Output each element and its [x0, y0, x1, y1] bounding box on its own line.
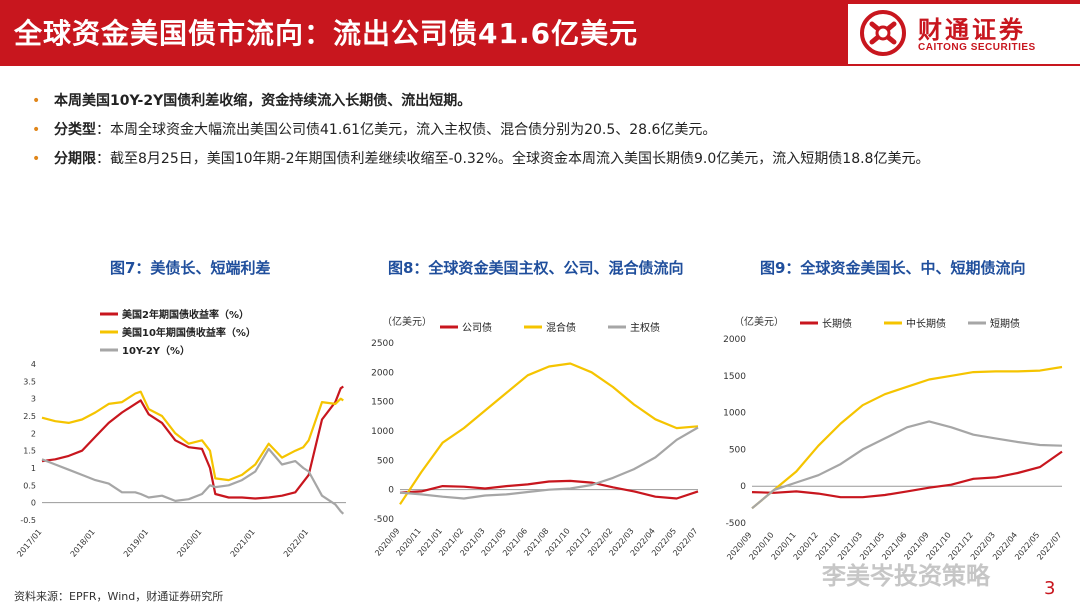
series-line-主权债 [399, 426, 699, 500]
chart-title-fig8: 图8：全球资金美国主权、公司、混合债流向 [388, 259, 684, 277]
bullet-item: • 分期限：截至8月25日，美国10年期-2年期国债利差继续收缩至-0.32%。… [30, 148, 1050, 177]
y-tick-label: 1000 [371, 427, 394, 437]
y-tick-label: 2.5 [23, 412, 36, 421]
header-bar: 全球资金美国债市流向：流出公司债41.6亿美元 财通证券 CAITONG SEC… [0, 0, 1080, 66]
legend-label: 短期债 [990, 317, 1020, 330]
page-title: 全球资金美国债市流向：流出公司债41.6亿美元 [14, 17, 639, 50]
y-tick-label: 0 [31, 499, 36, 508]
chart-title-fig7: 图7：美债长、短端利差 [110, 259, 271, 277]
unit-label: （亿美元） [734, 315, 784, 328]
legend-label: 主权债 [630, 321, 660, 334]
x-tick-label: 2021/01 [229, 528, 257, 559]
y-tick-label: 2000 [723, 335, 746, 345]
series-line-美国10年期国债收益率（%） [41, 390, 344, 482]
y-tick-label: 3 [31, 395, 36, 404]
logo: 财通证券 CAITONG SECURITIES [848, 4, 1080, 64]
y-tick-label: 1500 [371, 398, 394, 408]
legend-label: 长期债 [822, 317, 852, 330]
chart-fig7: -0.5 0 0.5 1 1.5 2 2.5 3 3.5 4 2017/01 2018/01 2019/… [15, 308, 346, 559]
bullet-dot: • [32, 122, 41, 138]
bullet-item: • 本周美国10Y-2Y国债利差收缩，资金持续流入长期债、流出短期。 [30, 90, 1050, 119]
y-tick-label: 1000 [723, 409, 746, 419]
bullet-dot: • [32, 93, 41, 109]
y-tick-label: 0 [388, 486, 394, 496]
y-tick-label: 2 [31, 429, 36, 438]
legend-label: 混合债 [546, 321, 576, 334]
y-tick-label: 500 [377, 456, 394, 466]
logo-text-en: CAITONG SECURITIES [918, 42, 1036, 53]
legend-label: 中长期债 [906, 317, 946, 330]
x-tick-label: 2019/01 [122, 528, 150, 559]
y-tick-label: -0.5 [20, 516, 36, 525]
bullet-dot: • [32, 151, 41, 167]
legend-label: 公司债 [462, 321, 492, 334]
chart-title-fig9: 图9：全球资金美国长、中、短期债流向 [760, 259, 1026, 277]
bullet-bold: 分类型 [54, 122, 96, 138]
bullet-text: ：本周全球资金大幅流出美国公司债41.61亿美元，流入主权债、混合债分别为20.… [96, 122, 717, 138]
logo-text-cn: 财通证券 [918, 16, 1026, 44]
y-tick-label: 2000 [371, 368, 394, 378]
y-tick-label: 0.5 [23, 481, 36, 490]
bullet-list: • 本周美国10Y-2Y国债利差收缩，资金持续流入长期债、流出短期。 • 分类型… [30, 90, 1050, 177]
x-tick-label: 2022/01 [282, 528, 310, 559]
y-tick-label: 3.5 [23, 377, 36, 386]
y-tick-label: -500 [726, 519, 747, 529]
legend-label: 10Y-2Y（%） [122, 344, 190, 357]
y-tick-label: -500 [374, 515, 395, 525]
series-line-中长期债 [751, 365, 1063, 510]
y-tick-label: 4 [31, 360, 36, 369]
unit-label: （亿美元） [382, 315, 432, 328]
bullet-text: ：截至8月25日，美国10年期-2年期国债利差继续收缩至-0.32%。全球资金本… [96, 151, 930, 167]
y-tick-label: 1 [31, 464, 36, 473]
series-line-长期债 [751, 450, 1063, 499]
watermark: 李美岑投资策略 [822, 562, 990, 590]
y-tick-label: 2500 [371, 339, 394, 349]
series-line-混合债 [399, 362, 699, 505]
y-tick-label: 1500 [723, 372, 746, 382]
y-tick-label: 1.5 [23, 447, 36, 456]
bullet-item: • 分类型：本周全球资金大幅流出美国公司债41.61亿美元，流入主权债、混合债分… [30, 119, 1050, 148]
legend-label: 美国10年期国债收益率（%） [122, 326, 256, 339]
y-tick-label: 500 [729, 445, 746, 455]
series-line-公司债 [399, 479, 699, 500]
x-tick-label: 2017/01 [15, 528, 43, 559]
bullet-bold: 分期限 [54, 151, 96, 167]
x-tick-label: 2018/01 [69, 528, 97, 559]
x-tick-label: 2020/01 [175, 528, 203, 559]
chart-fig9: （亿美元）-50005001000150020002020/092020/102… [723, 315, 1063, 562]
series-line-美国2年期国债收益率（%） [41, 385, 344, 500]
series-line-10Y-2Y（%） [41, 447, 345, 515]
chart-fig8: （亿美元）-500050010001500200025002020/092020… [371, 315, 699, 558]
source-note: 资料来源：EPFR，Wind，财通证券研究所 [14, 590, 224, 603]
legend-label: 美国2年期国债收益率（%） [122, 308, 249, 321]
y-tick-label: 0 [740, 482, 746, 492]
page-number: 3 [1044, 578, 1056, 599]
bullet-bold: 本周美国10Y-2Y国债利差收缩，资金持续流入长期债、流出短期。 [54, 93, 472, 109]
series-line-短期债 [751, 420, 1063, 510]
caitong-logo-icon [860, 10, 906, 56]
